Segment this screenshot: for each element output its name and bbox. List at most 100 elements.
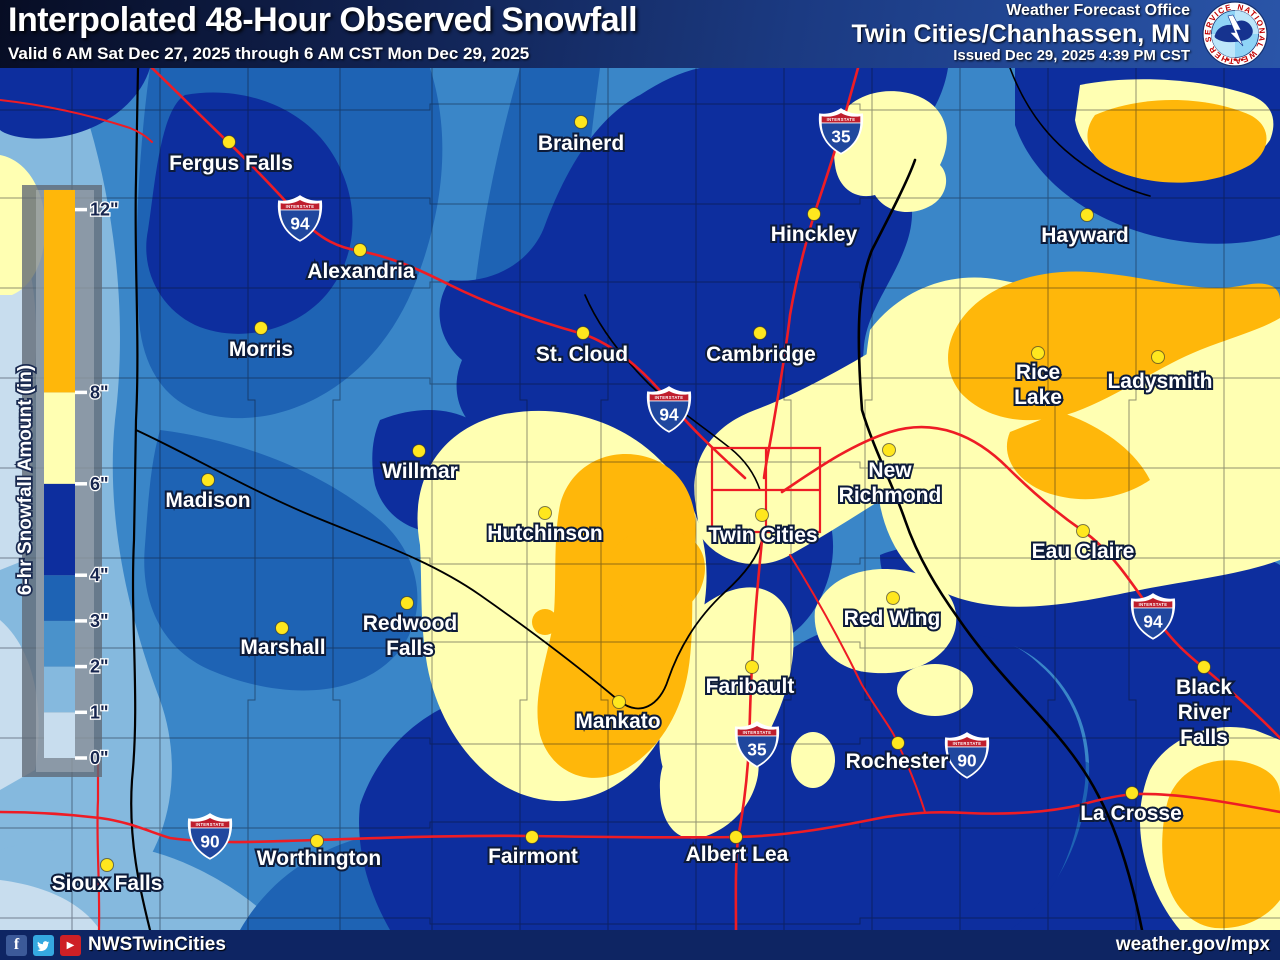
city-marker: New Richmond bbox=[837, 443, 943, 509]
city-dot bbox=[755, 508, 769, 522]
shield-word: INTERSTATE bbox=[827, 117, 856, 122]
shield-word: INTERSTATE bbox=[196, 822, 225, 827]
city-marker: Willmar bbox=[380, 444, 460, 485]
header-bar: Interpolated 48-Hour Observed Snowfall V… bbox=[0, 0, 1280, 68]
legend-color-segment bbox=[44, 712, 75, 758]
city-marker: Morris bbox=[227, 321, 295, 363]
city-dot bbox=[538, 506, 552, 520]
facebook-icon: f bbox=[6, 934, 27, 956]
interstate-shield: INTERSTATE 94 bbox=[1130, 593, 1176, 640]
svg-text:★ ★ ★: ★ ★ ★ bbox=[1225, 57, 1244, 64]
mn-sd-border bbox=[130, 66, 152, 932]
office-block: Weather Forecast Office Twin Cities/Chan… bbox=[852, 2, 1190, 65]
city-marker: Brainerd bbox=[536, 115, 626, 157]
city-dot bbox=[745, 660, 759, 674]
city-markers: Fergus Falls Brainerd Hinckley Hayward Alexa… bbox=[50, 115, 1234, 897]
city-dot bbox=[525, 830, 539, 844]
office-name: Twin Cities/Chanhassen, MN bbox=[851, 19, 1190, 48]
city-marker: Madison bbox=[163, 473, 253, 514]
city-marker: Sioux Falls bbox=[50, 858, 164, 897]
city-label: Black River Falls bbox=[1176, 676, 1232, 749]
city-marker: Faribault bbox=[704, 660, 796, 700]
legend-tick-label: 12" bbox=[90, 200, 119, 220]
shield-route-number: 35 bbox=[747, 740, 767, 760]
city-label: Worthington bbox=[257, 847, 381, 870]
city-dot bbox=[729, 830, 743, 844]
city-dot bbox=[1076, 524, 1090, 538]
city-marker: Alexandria bbox=[305, 243, 417, 285]
city-marker: La Crosse bbox=[1078, 786, 1184, 827]
city-marker: Rice Lake bbox=[1012, 346, 1064, 411]
shield-word: INTERSTATE bbox=[743, 730, 772, 735]
city-dot bbox=[882, 443, 896, 457]
legend-tick-label: 3" bbox=[90, 611, 109, 631]
city-marker: Twin Cities bbox=[706, 508, 820, 549]
city-marker: Black River Falls bbox=[1174, 660, 1234, 751]
city-label: Redwood Falls bbox=[363, 612, 458, 660]
city-dot bbox=[1197, 660, 1211, 674]
snowfall-map: INTERSTATE 94 INTERSTATE 35 INTERSTATE 94 INTE… bbox=[0, 66, 1280, 932]
shield-word: INTERSTATE bbox=[286, 204, 315, 209]
chippewa-river bbox=[1009, 67, 1151, 197]
city-dot bbox=[886, 591, 900, 605]
map-title: Interpolated 48-Hour Observed Snowfall bbox=[8, 1, 638, 39]
city-dot bbox=[1125, 786, 1139, 800]
city-marker: Fergus Falls bbox=[167, 135, 295, 177]
city-marker: Ladysmith bbox=[1105, 350, 1215, 395]
i90 bbox=[0, 792, 1280, 844]
shield-route-number: 94 bbox=[659, 405, 679, 425]
mn-wi-border bbox=[857, 158, 1144, 932]
city-label: La Crosse bbox=[1080, 802, 1182, 825]
city-dot bbox=[612, 695, 626, 709]
city-label: Hutchinson bbox=[487, 522, 603, 545]
city-marker: Marshall bbox=[238, 621, 328, 661]
city-label: New Richmond bbox=[839, 459, 942, 507]
minnesota-river bbox=[135, 429, 763, 710]
city-marker: Rochester bbox=[844, 736, 950, 775]
city-marker: Fairmont bbox=[486, 830, 580, 870]
city-dot bbox=[100, 858, 114, 872]
city-dot bbox=[574, 115, 588, 129]
city-marker: Worthington bbox=[255, 834, 383, 872]
twitter-icon bbox=[33, 934, 54, 956]
city-dot bbox=[201, 473, 215, 487]
city-dot bbox=[1151, 350, 1165, 364]
shield-word: INTERSTATE bbox=[655, 395, 684, 400]
legend-color-segment bbox=[44, 666, 75, 713]
city-label: Cambridge bbox=[706, 343, 816, 366]
nws-logo: NATIONAL WEATHER SERVICE ★ ★ ★ bbox=[1202, 1, 1268, 67]
city-label: Albert Lea bbox=[686, 843, 789, 866]
us52 bbox=[789, 554, 926, 813]
city-label: Fergus Falls bbox=[169, 152, 293, 175]
interstate-shield: INTERSTATE 94 bbox=[277, 195, 323, 242]
city-dot bbox=[576, 326, 590, 340]
shield-route-number: 90 bbox=[957, 751, 976, 771]
issued-time: Issued Dec 29, 2025 4:39 PM CST bbox=[953, 46, 1190, 64]
legend-tick-label: 1" bbox=[90, 702, 109, 722]
city-dot bbox=[807, 207, 821, 221]
shield-route-number: 90 bbox=[200, 832, 219, 852]
interstate-shield: INTERSTATE 35 bbox=[734, 721, 780, 768]
legend-color-segment bbox=[44, 575, 75, 621]
city-dot bbox=[310, 834, 324, 848]
city-marker: Hinckley bbox=[769, 207, 860, 248]
city-label: Morris bbox=[229, 338, 293, 361]
city-label: St. Cloud bbox=[536, 343, 628, 366]
city-marker: Mankato bbox=[573, 695, 663, 735]
city-dot bbox=[1031, 346, 1045, 360]
city-label: Ladysmith bbox=[1107, 370, 1212, 393]
shield-word: INTERSTATE bbox=[1139, 602, 1168, 607]
city-dot bbox=[1080, 208, 1094, 222]
youtube-icon: ▶ bbox=[60, 934, 81, 956]
city-label: Brainerd bbox=[538, 132, 624, 155]
city-label: Marshall bbox=[240, 636, 325, 659]
logo-lightning-icon bbox=[1227, 14, 1244, 47]
city-label: Fairmont bbox=[488, 845, 578, 868]
city-marker: St. Cloud bbox=[534, 326, 630, 368]
shield-route-number: 94 bbox=[290, 214, 310, 234]
us14-west bbox=[0, 99, 153, 143]
footer-bar: f ▶ NWSTwinCities weather.gov/mpx bbox=[0, 930, 1280, 960]
city-dot bbox=[412, 444, 426, 458]
legend-tick-label: 4" bbox=[90, 565, 109, 585]
